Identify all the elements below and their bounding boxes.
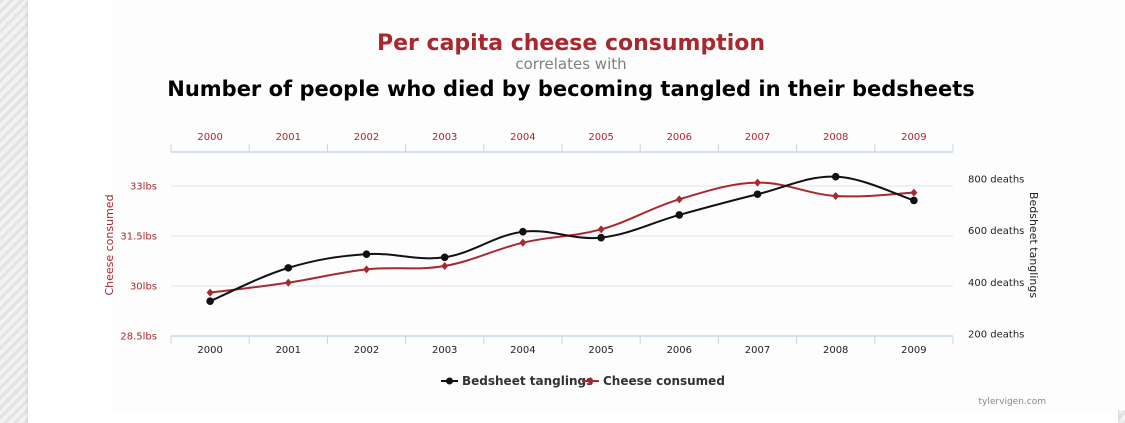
bedsheet-point [519, 227, 527, 236]
top-category-label: 2005 [588, 132, 613, 143]
top-category-label: 2002 [354, 132, 379, 143]
cheese-point [832, 192, 840, 200]
bottom-category-label: 2002 [354, 345, 379, 356]
cheese-point [206, 288, 214, 297]
right-tick-label: 400 deaths [968, 278, 1024, 289]
bedsheet-point [753, 190, 762, 199]
cheese-point [363, 265, 370, 274]
bottom-category-label: 2009 [901, 345, 926, 356]
bedsheet-point [831, 172, 840, 181]
bedsheet-point [440, 253, 449, 262]
bedsheet-point [206, 297, 214, 305]
bedsheet-point [910, 196, 918, 205]
bedsheet-point [362, 250, 371, 258]
chart-panel [112, 0, 1125, 410]
top-category-label: 2007 [745, 132, 770, 143]
cheese-point [519, 238, 527, 247]
right-axis-title: Bedsheet tanglings [1027, 192, 1040, 298]
bottom-category-label: 2000 [197, 345, 222, 356]
bedsheet-point [675, 211, 684, 219]
right-tick-label: 200 deaths [968, 330, 1024, 341]
right-tick-label: 600 deaths [968, 226, 1024, 237]
cheese-series-line [209, 181, 914, 294]
right-tick-label: 800 deaths [968, 175, 1024, 186]
bedsheet-point [284, 264, 293, 272]
bottom-category-label: 2004 [510, 345, 535, 356]
legend-cheese-marker [587, 377, 594, 385]
axis-layer: 28.5lbs 30lbs 31.5lbs 33lbs 200 deaths 400 de… [120, 132, 1024, 356]
left-tick-label: 30lbs [130, 282, 157, 293]
cheese-point [597, 225, 605, 234]
series-layer [206, 172, 918, 305]
bottom-category-label: 2007 [745, 345, 770, 356]
bottom-category-label: 2006 [667, 345, 692, 356]
top-category-label: 2008 [823, 132, 848, 143]
top-category-label: 2001 [276, 132, 301, 143]
background-stripes-left [0, 0, 28, 423]
legend: Bedsheet tanglings Cheese consumed [441, 374, 725, 388]
chart-subtitle: correlates with [515, 55, 626, 73]
bottom-category-label: 2001 [276, 345, 301, 356]
chart-title: Per capita cheese consumption [377, 31, 765, 56]
bedsheet-series-line [209, 175, 915, 303]
left-tick-label: 33lbs [130, 182, 157, 193]
legend-cheese-label[interactable]: Cheese consumed [603, 374, 725, 388]
bottom-category-label: 2008 [823, 345, 848, 356]
top-category-label: 2000 [197, 132, 222, 143]
left-tick-label: 31.5lbs [120, 232, 157, 243]
cheese-point [284, 278, 292, 287]
cheese-point [910, 188, 918, 197]
bottom-category-label: 2005 [588, 345, 613, 356]
chart-title-2: Number of people who died by becoming ta… [167, 77, 975, 101]
legend-bedsheet-marker [446, 377, 453, 385]
bedsheet-point [597, 233, 605, 242]
left-tick-label: 28.5lbs [120, 332, 157, 343]
cheese-point [754, 178, 761, 187]
top-category-label: 2009 [901, 132, 926, 143]
credit-text: tylervigen.com [979, 397, 1046, 407]
legend-bedsheet-label[interactable]: Bedsheet tanglings [462, 374, 593, 388]
bottom-category-label: 2003 [432, 345, 457, 356]
cheese-point [675, 195, 683, 204]
cheese-point [441, 262, 449, 270]
chart-card [28, 0, 1125, 423]
top-category-label: 2004 [510, 132, 535, 143]
top-category-label: 2003 [432, 132, 457, 143]
top-category-label: 2006 [667, 132, 692, 143]
left-axis-title: Cheese consumed [103, 194, 116, 295]
